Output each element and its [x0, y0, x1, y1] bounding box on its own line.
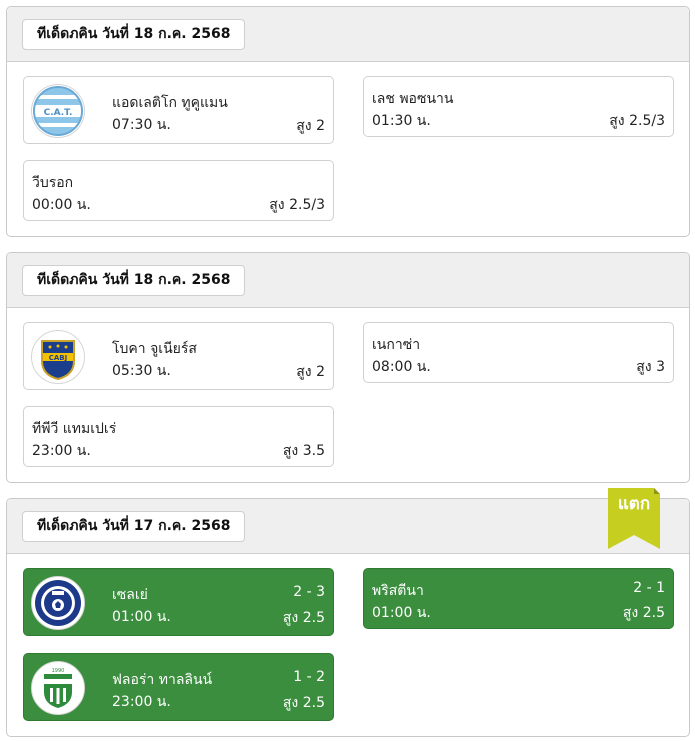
team-name: เลช พอซนาน — [372, 91, 454, 107]
section-header: ทีเด็ดภคิน วันที่ 18 ก.ค. 2568 — [7, 253, 689, 308]
odds-tip: สูง 3.5 — [282, 443, 325, 459]
section-date: ทีเด็ดภคิน วันที่ 18 ก.ค. 2568 — [22, 265, 246, 296]
section-header: ทีเด็ดภคิน วันที่ 17 ก.ค. 2568 — [7, 499, 689, 554]
bookmark-ribbon-icon — [608, 488, 660, 549]
kickoff-time: 01:00 น. — [372, 605, 431, 621]
section-date: ทีเด็ดภคิน วันที่ 17 ก.ค. 2568 — [22, 511, 246, 542]
odds-tip: สูง 2 — [296, 364, 325, 380]
match-card[interactable]: C.A.T. แอดเลติโก ทูคูแมน 07:30 น. สูง 2 — [23, 76, 334, 144]
kickoff-time: 01:00 น. — [112, 609, 171, 625]
match-card[interactable]: เลช พอซนาน 01:30 น. สูง 2.5/3 — [363, 76, 674, 137]
match-card[interactable]: 1990 ฟลอร่า ทาลลินน์ 23:00 น. 1 - 2 สูง … — [23, 653, 334, 721]
odds-tip: สูง 2.5 — [622, 605, 665, 621]
match-score: 2 - 3 — [293, 584, 325, 600]
match-score: 2 - 1 — [633, 580, 665, 596]
flora-tallinn-logo: 1990 — [31, 661, 85, 715]
match-card[interactable]: ทีพีวี แทมเปเร่ 23:00 น. สูง 3.5 — [23, 406, 334, 467]
tips-section-1: ทีเด็ดภคิน วันที่ 18 ก.ค. 2568 C.A.T. แอ… — [6, 6, 690, 237]
atletico-tucuman-logo: C.A.T. — [31, 84, 85, 138]
svg-text:1990: 1990 — [52, 668, 65, 674]
result-badge: แตก — [608, 488, 660, 549]
tips-section-3: ทีเด็ดภคิน วันที่ 17 ก.ค. 2568 แตก เซลเย… — [6, 488, 690, 737]
match-card[interactable]: พริสตีนา 01:00 น. 2 - 1 สูง 2.5 — [363, 568, 674, 629]
tips-section-2: ทีเด็ดภคิน วันที่ 18 ก.ค. 2568 CABJ โบคา… — [6, 252, 690, 483]
team-name: เซลเย่ — [112, 587, 148, 603]
odds-tip: สูง 2.5 — [282, 610, 325, 626]
team-name: วีบรอก — [32, 175, 74, 191]
odds-tip: สูง 2 — [296, 118, 325, 134]
odds-tip: สูง 2.5/3 — [609, 113, 665, 129]
kickoff-time: 05:30 น. — [112, 363, 171, 379]
match-card[interactable]: CABJ โบคา จูเนียร์ส 05:30 น. สูง 2 — [23, 322, 334, 390]
odds-tip: สูง 2.5/3 — [269, 197, 325, 213]
match-card[interactable]: เซลเย่ 01:00 น. 2 - 3 สูง 2.5 — [23, 568, 334, 636]
match-score: 1 - 2 — [293, 669, 325, 685]
svg-text:CABJ: CABJ — [49, 354, 68, 362]
celje-logo — [31, 576, 85, 630]
team-name: พริสตีนา — [372, 583, 424, 599]
team-name: เนกาซ่า — [372, 337, 421, 353]
kickoff-time: 08:00 น. — [372, 359, 431, 375]
team-name: ฟลอร่า ทาลลินน์ — [112, 672, 213, 688]
kickoff-time: 00:00 น. — [32, 197, 91, 213]
boca-juniors-logo: CABJ — [31, 330, 85, 384]
section-date: ทีเด็ดภคิน วันที่ 18 ก.ค. 2568 — [22, 19, 246, 50]
odds-tip: สูง 3 — [636, 359, 665, 375]
match-card[interactable]: เนกาซ่า 08:00 น. สูง 3 — [363, 322, 674, 383]
match-card[interactable]: วีบรอก 00:00 น. สูง 2.5/3 — [23, 160, 334, 221]
kickoff-time: 07:30 น. — [112, 117, 171, 133]
kickoff-time: 23:00 น. — [32, 443, 91, 459]
kickoff-time: 23:00 น. — [112, 694, 171, 710]
section-header: ทีเด็ดภคิน วันที่ 18 ก.ค. 2568 — [7, 7, 689, 62]
team-name: ทีพีวี แทมเปเร่ — [32, 421, 117, 437]
odds-tip: สูง 2.5 — [282, 695, 325, 711]
team-name: โบคา จูเนียร์ส — [112, 341, 197, 357]
kickoff-time: 01:30 น. — [372, 113, 431, 129]
team-name: แอดเลติโก ทูคูแมน — [112, 95, 228, 111]
badge-label: แตก — [617, 494, 651, 514]
svg-text:C.A.T.: C.A.T. — [44, 108, 73, 118]
